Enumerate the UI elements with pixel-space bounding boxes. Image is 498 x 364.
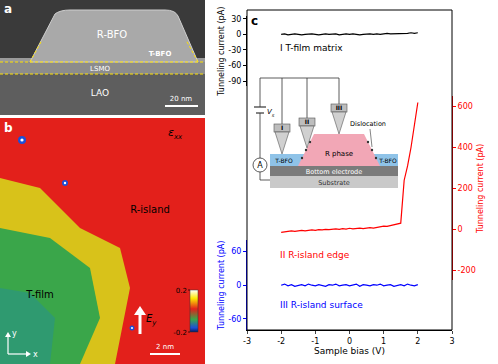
svg-text:T-film: T-film bbox=[25, 289, 54, 300]
svg-text:Sample bias (V): Sample bias (V) bbox=[314, 346, 385, 356]
svg-text:y: y bbox=[12, 329, 17, 338]
svg-text:600: 600 bbox=[458, 102, 473, 111]
svg-text:Tunneling current (pA): Tunneling current (pA) bbox=[217, 241, 226, 331]
svg-text:-60: -60 bbox=[228, 315, 241, 324]
svg-text:T-BFO: T-BFO bbox=[378, 157, 397, 164]
svg-text:-200: -200 bbox=[458, 266, 476, 275]
svg-text:I: I bbox=[281, 124, 283, 131]
svg-text:c: c bbox=[251, 14, 258, 28]
svg-text:LSMO: LSMO bbox=[90, 65, 110, 73]
svg-text:Vs: Vs bbox=[267, 108, 275, 118]
svg-text:-2: -2 bbox=[277, 337, 285, 346]
svg-text:III: III bbox=[336, 104, 343, 111]
svg-text:II: II bbox=[305, 118, 309, 125]
svg-text:LAO: LAO bbox=[91, 88, 109, 98]
svg-text:-60: -60 bbox=[228, 61, 241, 70]
svg-text:200: 200 bbox=[458, 184, 473, 193]
svg-text:-30: -30 bbox=[228, 46, 241, 55]
svg-text:-90: -90 bbox=[228, 77, 241, 86]
svg-text:0: 0 bbox=[236, 281, 241, 290]
svg-text:a: a bbox=[4, 2, 12, 16]
svg-text:T-BFO: T-BFO bbox=[149, 50, 172, 58]
svg-text:Ey: Ey bbox=[146, 313, 157, 327]
svg-text:R phase: R phase bbox=[325, 150, 353, 158]
svg-text:b: b bbox=[4, 121, 13, 135]
svg-text:Bottom electrode: Bottom electrode bbox=[306, 168, 362, 176]
svg-text:T-BFO: T-BFO bbox=[274, 157, 293, 164]
svg-text:60: 60 bbox=[231, 247, 241, 256]
svg-text:Tunneling current (pA): Tunneling current (pA) bbox=[217, 7, 226, 97]
svg-text:20 nm: 20 nm bbox=[170, 95, 193, 103]
svg-text:-3: -3 bbox=[243, 337, 251, 346]
svg-text:2: 2 bbox=[415, 337, 420, 346]
svg-text:0: 0 bbox=[236, 30, 241, 39]
svg-text:R-island: R-island bbox=[130, 204, 170, 215]
svg-text:εxx: εxx bbox=[168, 126, 183, 141]
svg-text:-1: -1 bbox=[311, 337, 319, 346]
svg-text:Dislocation: Dislocation bbox=[350, 120, 386, 128]
svg-text:x: x bbox=[33, 350, 38, 359]
svg-text:2 nm: 2 nm bbox=[156, 343, 174, 351]
svg-text:30: 30 bbox=[231, 14, 241, 23]
svg-text:3: 3 bbox=[449, 337, 454, 346]
svg-text:I T-film matrix: I T-film matrix bbox=[280, 43, 343, 53]
svg-text:III R-island surface: III R-island surface bbox=[280, 300, 363, 310]
svg-text:0: 0 bbox=[458, 225, 463, 234]
svg-text:II R-island edge: II R-island edge bbox=[280, 250, 350, 260]
svg-text:A: A bbox=[257, 161, 263, 170]
svg-text:-0.2: -0.2 bbox=[173, 329, 187, 337]
svg-text:1: 1 bbox=[381, 337, 386, 346]
svg-text:Substrate: Substrate bbox=[318, 179, 350, 187]
svg-text:R-BFO: R-BFO bbox=[97, 29, 127, 40]
svg-text:400: 400 bbox=[458, 143, 473, 152]
svg-text:0: 0 bbox=[347, 337, 352, 346]
svg-text:Tunneling current (pA): Tunneling current (pA) bbox=[476, 144, 485, 234]
svg-text:0.2: 0.2 bbox=[176, 287, 187, 295]
